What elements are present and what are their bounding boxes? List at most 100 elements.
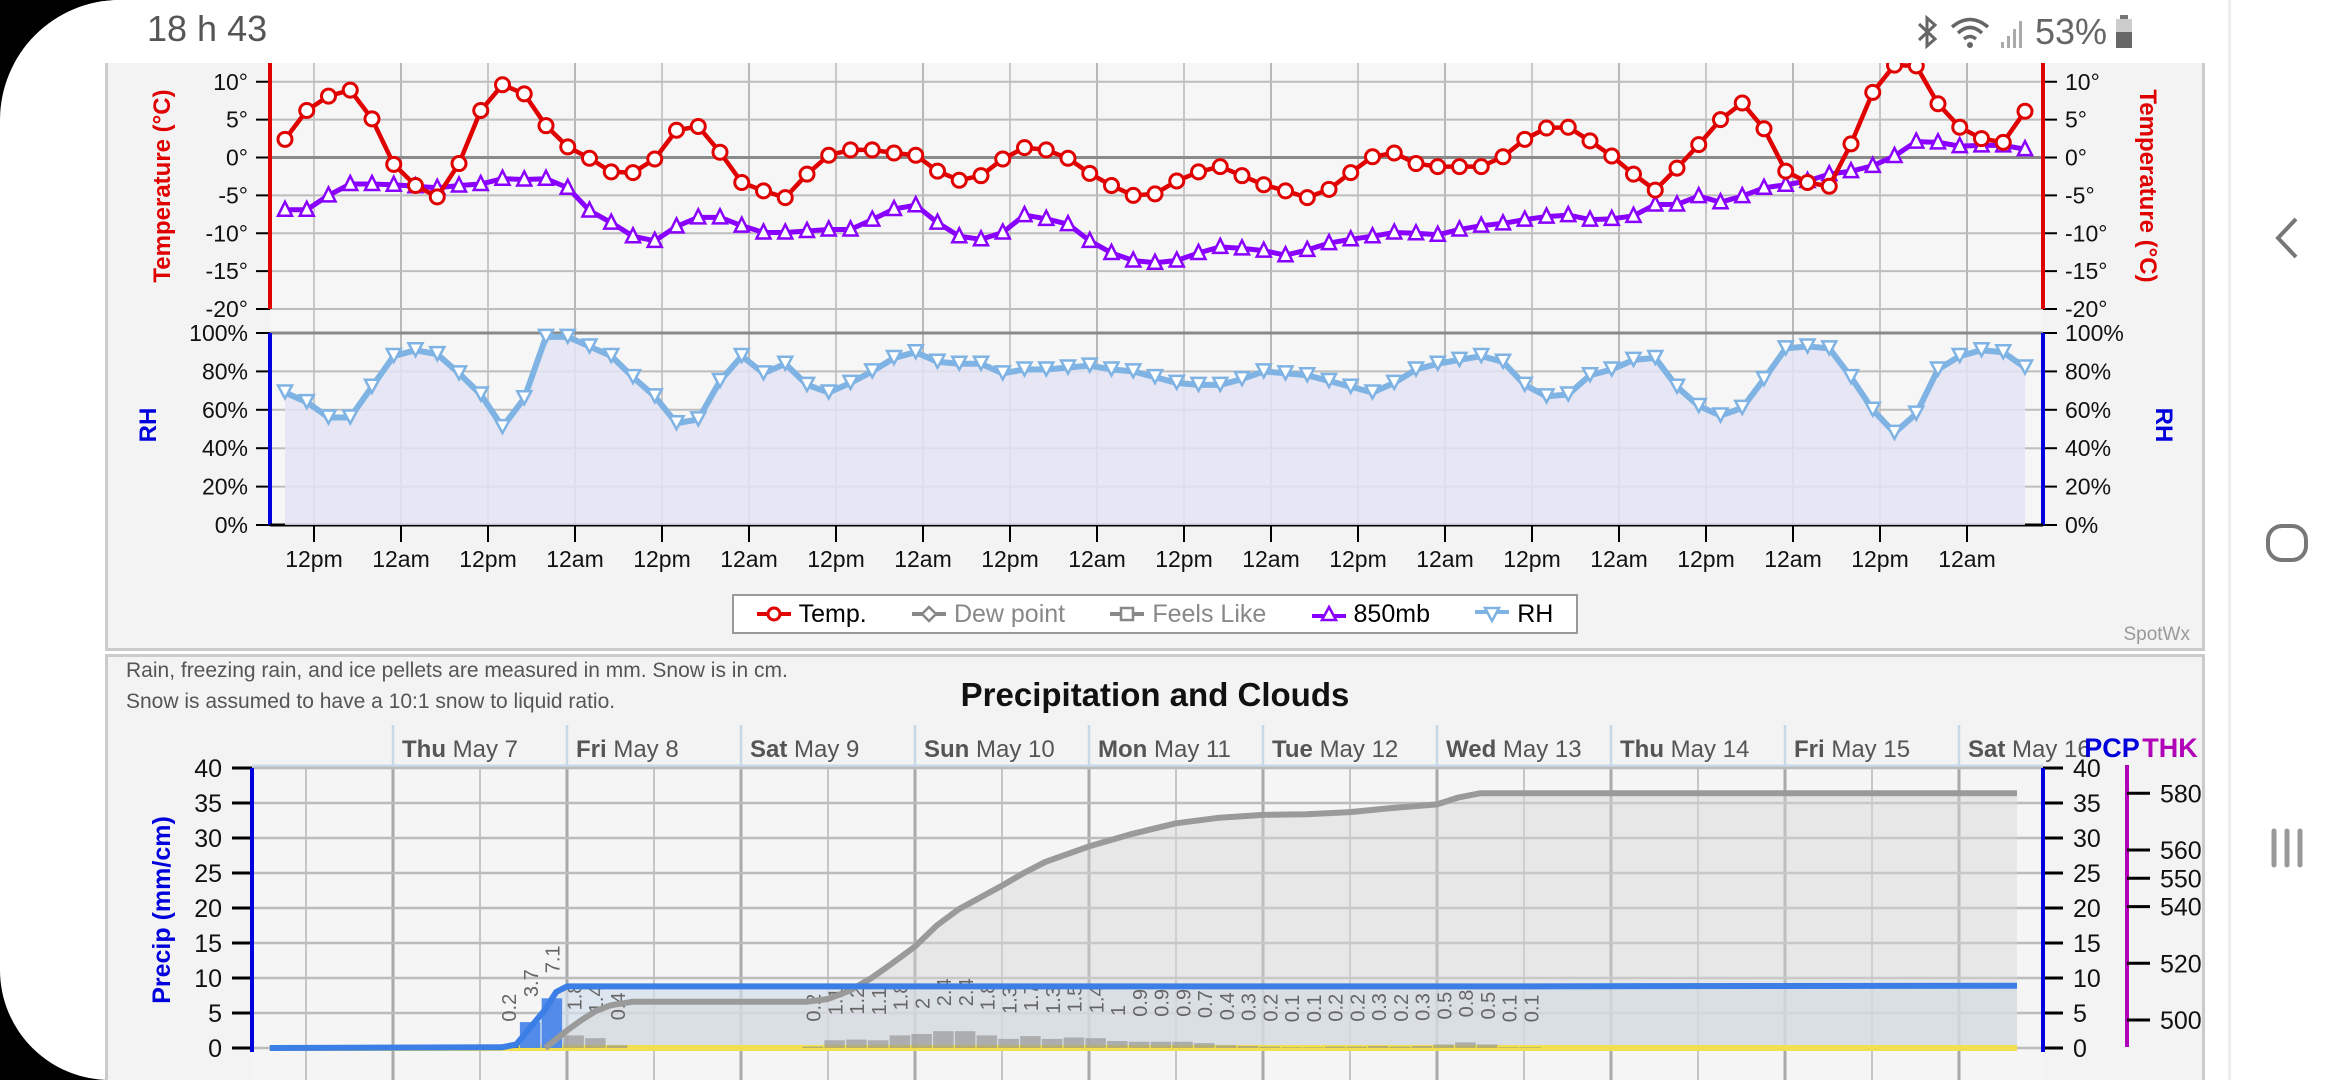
rh-axis-title: RH [135,408,162,443]
850mb-point [710,206,730,225]
rh-point [1994,343,2013,361]
850mb-point [319,184,338,203]
850mb-point [1211,236,1230,255]
rh-point [1798,338,1817,356]
thk-tick-label: 540 [2160,894,2202,922]
legend-item-850mb[interactable]: 850mb [1311,599,1430,629]
temp-point [559,138,577,156]
legend-item-temp[interactable]: Temp. [756,600,867,629]
temp-point [1690,136,1708,154]
rh-point [558,328,577,346]
850mb-point [1754,177,1774,196]
850mb-point [1950,135,1969,154]
850mb-point [950,225,969,244]
day-dow: Mon [1098,736,1154,763]
850mb-point [2015,138,2035,157]
triangle-down-marker-icon [1475,606,1510,624]
day-date: May 8 [613,736,678,763]
bar-value-label: 3.7 [521,969,543,997]
rain-bar [1063,1037,1085,1048]
legend-label: 850mb [1353,599,1430,628]
back-button[interactable] [2259,210,2315,266]
temp-point [1842,135,1860,153]
legend-item-feels-like[interactable]: Feels Like [1110,600,1266,629]
rh-axis-title: RH [2150,408,2177,443]
day-dow: Tue [1272,736,1320,763]
home-button[interactable] [2259,515,2315,571]
850mb-point [1276,244,1295,263]
rh-point [1406,361,1426,379]
temp-tick-label: 10° [213,69,248,95]
thk-tick-label: 520 [2160,950,2202,978]
rh-point [362,378,382,396]
temp-point [1103,177,1120,195]
850mb-point [1776,173,1795,193]
recents-button[interactable] [2259,820,2315,876]
legend-item-rh[interactable]: RH [1475,600,1553,629]
rain-bar [1237,1045,1259,1048]
bar-value-label: 0.3 [1369,993,1391,1021]
battery-percent: 53% [2035,11,2108,52]
rh-point [1667,378,1687,396]
temp-point [755,182,772,200]
precip-note: Snow is assumed to have a 10:1 snow to l… [126,690,616,713]
rain-bar [1368,1045,1389,1048]
850mb-point [1319,232,1339,251]
rh-point [1363,384,1382,402]
850mb-point [297,198,316,218]
rh-point [1385,374,1404,392]
850mb-point [536,167,556,186]
temp-point [1559,118,1577,136]
rain-bar [1476,1044,1498,1048]
bar-value-label: 2 [912,998,934,1009]
precip-chart-title: Precipitation and Clouds [960,676,1350,713]
day-label: Wed May 13 [1446,736,1582,763]
bar-value-label: 1.3 [999,986,1021,1014]
legend-item-dew-point[interactable]: Dew point [911,600,1065,629]
bar-value-label: 0.9 [1173,989,1195,1017]
day-label: Fri May 8 [576,736,679,763]
rain-bar [933,1031,954,1048]
temp-point [1081,164,1099,182]
temp-point [1733,94,1751,112]
chart-legend: Temp. Dew point Feels Like 850mb RH [732,594,1578,634]
day-date: May 13 [1503,736,1582,763]
rh-point [406,342,425,359]
850mb-point [1298,239,1317,258]
rh-point [863,363,882,381]
day-label: Mon May 11 [1098,736,1231,763]
day-dow: Fri [576,736,613,763]
850mb-point [515,168,534,187]
rain-bar [911,1034,932,1048]
rh-point [1820,340,1839,357]
850mb-point [1907,130,1926,149]
bar-value-label: 0.2 [1391,994,1413,1022]
rh-point [1080,357,1099,375]
temp-point [1385,144,1403,162]
850mb-point [863,208,882,227]
bar-value-label: 0.2 [1347,994,1369,1022]
850mb-point [384,173,403,193]
attribution[interactable]: SpotWx [2123,624,2190,645]
850mb-point [1189,242,1208,261]
day-dow: Sun [924,736,976,763]
rh-point [1950,347,1969,365]
temp-tick-label: -5° [218,182,248,208]
850mb-point [1928,131,1948,150]
850mb-point [558,177,577,196]
temp-point [602,163,620,181]
bar-value-label: 1 [1108,1005,1130,1016]
rain-bar [585,1038,606,1048]
snow-accum-line [269,982,2018,1051]
850mb-point [1885,145,1904,164]
bar-value-label: 0.5 [1478,992,1500,1020]
850mb-point [1667,193,1687,212]
x-tick-label: 12am [720,546,778,572]
day-dow: Wed [1446,736,1503,763]
rain-bar [1455,1042,1476,1048]
rh-point [797,376,817,394]
rh-point [2015,359,2035,377]
temp-point [1037,141,1055,159]
rh-point [1124,363,1143,381]
rh-point [1624,351,1643,369]
